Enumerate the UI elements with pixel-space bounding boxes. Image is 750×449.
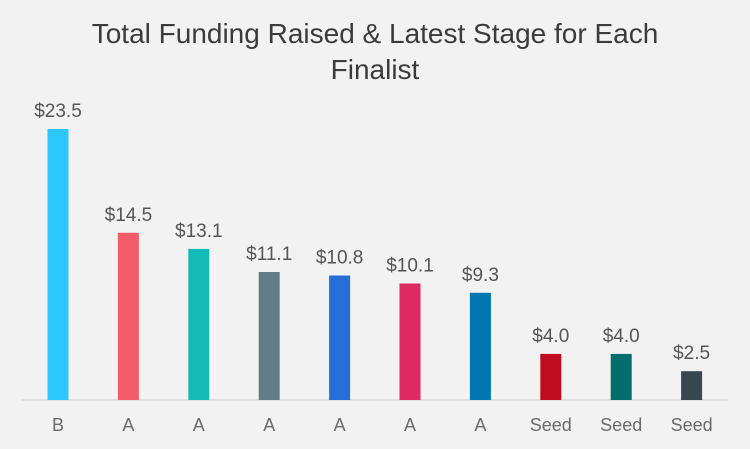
- bar-6: [399, 283, 421, 400]
- category-label-5: A: [334, 415, 346, 435]
- bar-1: [47, 129, 69, 400]
- category-label-8: Seed: [530, 415, 572, 435]
- category-label-2: A: [122, 415, 134, 435]
- value-label-1: $23.5: [34, 101, 82, 122]
- value-labels-group: $23.5 $14.5 $13.1 $11.1 $10.8 $10.1 $9.3 $4.0 $4…: [34, 101, 710, 364]
- value-label-10: $2.5: [673, 343, 710, 364]
- value-label-7: $9.3: [462, 265, 499, 286]
- value-label-8: $4.0: [532, 326, 569, 347]
- bar-7: [469, 292, 491, 400]
- category-label-4: A: [263, 415, 275, 435]
- category-label-3: A: [193, 415, 205, 435]
- bar-5: [329, 275, 351, 400]
- value-label-9: $4.0: [603, 326, 640, 347]
- bar-2: [117, 232, 139, 400]
- category-label-7: A: [474, 415, 486, 435]
- category-label-6: A: [404, 415, 416, 435]
- bar-4: [258, 272, 280, 400]
- value-label-3: $13.1: [175, 221, 223, 242]
- value-label-5: $10.8: [316, 248, 364, 269]
- category-label-10: Seed: [671, 415, 713, 435]
- chart-title: Total Funding Raised & Latest Stage for …: [91, 18, 659, 85]
- bars-group: [47, 129, 703, 400]
- bar-3: [188, 248, 210, 400]
- value-label-4: $11.1: [246, 244, 292, 265]
- bar-8: [540, 353, 562, 400]
- category-label-9: Seed: [600, 415, 642, 435]
- bar-10: [681, 371, 703, 400]
- category-label-1: B: [52, 415, 64, 435]
- value-label-2: $14.5: [105, 205, 153, 226]
- category-labels-group: B A A A A A A Seed Seed Seed: [52, 415, 713, 435]
- bar-9: [610, 353, 632, 400]
- value-label-6: $10.1: [386, 256, 434, 277]
